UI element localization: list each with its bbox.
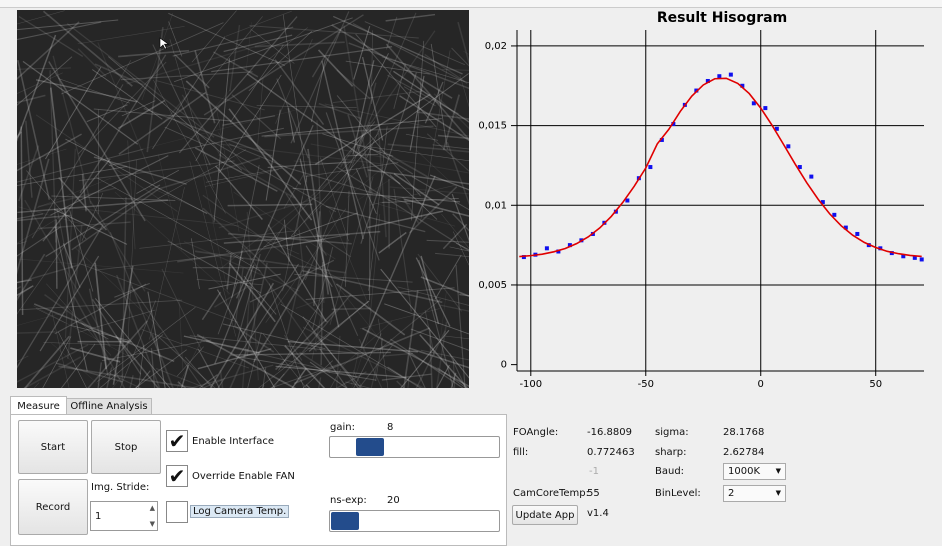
x-tick-label: -50: [638, 379, 654, 390]
baud-dropdown[interactable]: 1000K ▼: [723, 463, 786, 480]
data-point: [786, 144, 790, 148]
data-point: [920, 257, 924, 261]
checkbox-enable-interface[interactable]: ✔: [166, 430, 188, 452]
data-point: [648, 165, 652, 169]
data-point: [545, 246, 549, 250]
tab-offline-analysis[interactable]: Offline Analysis: [66, 398, 152, 415]
data-point: [717, 74, 721, 78]
data-point: [763, 106, 767, 110]
spin-down[interactable]: ▼: [150, 520, 155, 528]
info-label: Baud:: [655, 466, 684, 477]
slider-value: 20: [387, 495, 400, 506]
info-label: sigma:: [655, 427, 689, 438]
slider-handle[interactable]: [331, 512, 359, 530]
info-label: sharp:: [655, 447, 687, 458]
slider-label: ns-exp:: [330, 495, 367, 506]
chart: Result Hisogram 0 0,005 0,01 0,015 0,02 -100 -…: [470, 0, 942, 395]
ns-exp-slider[interactable]: [329, 510, 500, 532]
x-tick-label: -100: [519, 379, 542, 390]
checkbox-log-temp[interactable]: [166, 501, 188, 523]
slider-label: gain:: [330, 422, 355, 433]
data-point: [855, 232, 859, 236]
info-value: -16.8809: [587, 427, 632, 438]
dropdown-arrow: ▼: [776, 486, 781, 501]
plot-area: [517, 30, 924, 371]
info-label: CamCoreTemp:: [513, 488, 589, 499]
data-point: [729, 73, 733, 77]
info-value: -1: [589, 466, 599, 477]
info-label: FOAngle:: [513, 427, 558, 438]
checkbox-label: Enable Interface: [192, 436, 274, 447]
slider-handle[interactable]: [356, 438, 384, 456]
checkbox-label: Log Camera Temp.: [190, 505, 289, 518]
y-tick-label: 0,02: [485, 41, 507, 52]
y-tick-label: 0,005: [478, 280, 507, 291]
version-label: v1.4: [587, 508, 609, 519]
start-button[interactable]: Start: [18, 420, 88, 474]
x-tick-label: 50: [869, 379, 882, 390]
y-tick-label: 0,015: [478, 121, 507, 132]
fiber: [370, 128, 371, 300]
fiber: [332, 308, 371, 309]
stop-button[interactable]: Stop: [91, 420, 161, 474]
stride-label: Img. Stride:: [91, 482, 149, 493]
update-app-button[interactable]: Update App: [512, 505, 578, 525]
spin-up[interactable]: ▲: [150, 504, 155, 512]
dropdown-value: 2: [728, 488, 734, 499]
info-value: 2.62784: [723, 447, 764, 458]
info-value: 55: [587, 488, 600, 499]
checkbox-label: Override Enable FAN: [192, 471, 295, 482]
checkbox-override-fan[interactable]: ✔: [166, 465, 188, 487]
info-label: BinLevel:: [655, 488, 701, 499]
data-point: [809, 175, 813, 179]
info-label: fill:: [513, 447, 528, 458]
y-tick-label: 0,01: [485, 200, 507, 211]
tab-measure[interactable]: Measure: [10, 396, 67, 415]
record-button[interactable]: Record: [18, 479, 88, 535]
binlevel-dropdown[interactable]: 2▼: [723, 485, 786, 502]
x-tick-label: 0: [758, 379, 764, 390]
y-tick-label: 0: [501, 360, 507, 371]
camera-image: [17, 10, 469, 388]
slider-value: 8: [387, 422, 393, 433]
dropdown-arrow: ▼: [776, 464, 781, 479]
info-value: 28.1768: [723, 427, 764, 438]
dropdown-value: 1000K: [728, 466, 760, 477]
gain-slider[interactable]: [329, 436, 500, 458]
stride-value: 1: [95, 511, 101, 522]
chart-title: Result Hisogram: [657, 10, 787, 26]
stride-spinbox[interactable]: 1 ▲ ▼: [90, 501, 158, 531]
info-value: 0.772463: [587, 447, 635, 458]
